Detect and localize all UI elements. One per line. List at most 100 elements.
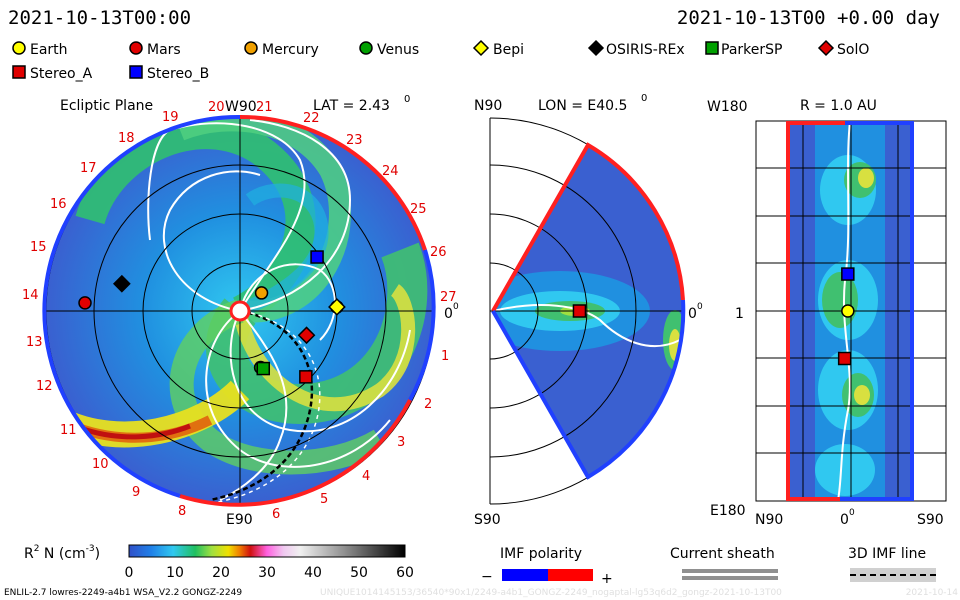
current-sheath-label: Current sheath [670, 546, 775, 562]
legend-item-parkersp: ParkerSP [705, 41, 782, 58]
svg-text:16: 16 [50, 197, 67, 212]
svg-text:2: 2 [424, 397, 432, 412]
colorbar-ticks: 0 10 20 30 40 50 60 [125, 565, 414, 581]
meridional-title-sup: 0 [641, 93, 647, 104]
svg-text:4: 4 [362, 469, 370, 484]
legend-item-osiris-rex: OSIRIS-REx [587, 39, 685, 58]
legend-item-mars: Mars [129, 41, 181, 58]
svg-text:18: 18 [118, 131, 135, 146]
footer-run-id: UNIQUE1014145153/36540*90x1/2249-a4b1_GO… [320, 588, 782, 598]
meridional-title: LON = E40.5 [538, 98, 627, 114]
imf-minus: − [481, 569, 493, 585]
radial-objects [837, 267, 855, 366]
sun-marker [229, 300, 251, 322]
svg-text:Bepi: Bepi [493, 42, 524, 58]
radial-mid-label: 1 [735, 306, 744, 322]
ecliptic-right-sup: 0 [453, 302, 459, 312]
svg-text:24: 24 [382, 164, 399, 179]
svg-text:22: 22 [303, 111, 320, 126]
radial-title: R = 1.0 AU [800, 98, 877, 114]
ecliptic-top-label: W90 [225, 99, 257, 115]
svg-text:SolO: SolO [837, 42, 869, 58]
footer-model: ENLIL-2.7 lowres-2249-a4b1 WSA_V2.2 GONG… [4, 588, 242, 598]
header-left-time: 2021-10-13T00:00 [8, 7, 191, 29]
svg-text:11: 11 [60, 423, 77, 438]
svg-text:ParkerSP: ParkerSP [721, 42, 782, 58]
radial-x-mid-sup: 0 [849, 508, 855, 518]
radial-x-mid: 0 [840, 512, 849, 528]
current-sheath-line-2 [682, 576, 778, 580]
svg-text:5: 5 [320, 492, 328, 507]
meridional-right-sup: 0 [697, 302, 703, 312]
meridional-panel: N90 LON = E40.5 0 S90 0 0 [474, 93, 703, 528]
marker-earth [841, 304, 855, 318]
svg-text:10: 10 [92, 457, 109, 472]
radial-panel: W180 R = 1.0 AU E180 1 N90 0 0 S90 [707, 98, 947, 528]
radial-top-label: W180 [707, 99, 748, 115]
svg-text:13: 13 [26, 335, 43, 350]
colorbar-tick-label: 0 [125, 565, 134, 581]
svg-text:17: 17 [80, 161, 97, 176]
svg-text:25: 25 [410, 202, 427, 217]
radial-x-right: S90 [917, 512, 944, 528]
imf-polarity-negative [502, 569, 548, 581]
colorbar-tick-label: 20 [212, 565, 230, 581]
svg-text:9: 9 [132, 485, 140, 500]
legend-item-bepi: Bepi [472, 39, 524, 58]
marker-bepi [328, 298, 346, 316]
legend-item-stereo-a: Stereo_A [12, 65, 93, 82]
svg-text:19: 19 [162, 110, 179, 125]
svg-text:8: 8 [178, 504, 186, 519]
svg-text:Earth: Earth [30, 42, 68, 58]
svg-text:Stereo_B: Stereo_B [147, 66, 209, 82]
meridional-objects [572, 304, 587, 318]
ecliptic-lat-label: LAT = 2.43 [313, 98, 390, 114]
meridional-right-label: 0 [688, 306, 697, 322]
radial-bottom-label: E180 [710, 503, 746, 519]
svg-text:20: 20 [208, 100, 225, 115]
colorbar-tick-label: 30 [258, 565, 276, 581]
svg-text:6: 6 [272, 507, 280, 522]
marker-osiris-rex [112, 274, 131, 293]
colorbar: R2 N (cm-3) 0 10 20 30 40 50 60 [24, 544, 414, 581]
marker-stereo-a [572, 304, 587, 318]
legend-item-venus: Venus [359, 41, 419, 58]
colorbar-tick-label: 10 [166, 565, 184, 581]
radial-x-left: N90 [755, 512, 783, 528]
legend-item-earth: Earth [12, 41, 68, 58]
marker-stereo-b [841, 267, 855, 281]
meridional-bottom-label: S90 [474, 512, 501, 528]
imf-legend: IMF polarity − + Current sheath 3D IMF l… [481, 546, 936, 587]
ecliptic-bottom-label: E90 [226, 512, 253, 528]
legend-item-solo: SolO [817, 39, 869, 58]
meridional-top-label: N90 [474, 98, 502, 114]
svg-text:OSIRIS-REx: OSIRIS-REx [606, 42, 685, 58]
imf-polarity-positive [548, 569, 593, 581]
marker-mars [78, 296, 92, 310]
marker-mercury [254, 286, 269, 300]
svg-text:Venus: Venus [377, 42, 419, 58]
current-sheath-line-1 [682, 569, 778, 573]
imf-line-label: 3D IMF line [848, 546, 926, 562]
legend-item-mercury: Mercury [244, 41, 319, 58]
colorbar-tick-label: 40 [304, 565, 322, 581]
svg-text:Stereo_A: Stereo_A [30, 66, 93, 82]
imf-polarity-label: IMF polarity [500, 546, 582, 562]
imf-plus: + [601, 571, 613, 587]
svg-text:12: 12 [36, 379, 53, 394]
svg-text:1: 1 [441, 349, 449, 364]
svg-text:23: 23 [346, 133, 363, 148]
svg-text:Mercury: Mercury [262, 42, 319, 58]
legend: Earth Mars Mercury Venus Bepi OSIRIS-REx… [12, 39, 869, 82]
svg-text:21: 21 [256, 100, 273, 115]
marker-stereo-b [310, 250, 324, 264]
svg-text:R2 N (cm-3): R2 N (cm-3) [24, 544, 100, 562]
legend-item-stereo-b: Stereo_B [129, 65, 209, 82]
colorbar-tick-label: 50 [350, 565, 368, 581]
ecliptic-title: Ecliptic Plane [60, 98, 153, 114]
svg-text:14: 14 [22, 288, 39, 303]
svg-text:15: 15 [30, 240, 47, 255]
svg-text:Mars: Mars [147, 42, 181, 58]
ecliptic-objects [78, 250, 346, 384]
